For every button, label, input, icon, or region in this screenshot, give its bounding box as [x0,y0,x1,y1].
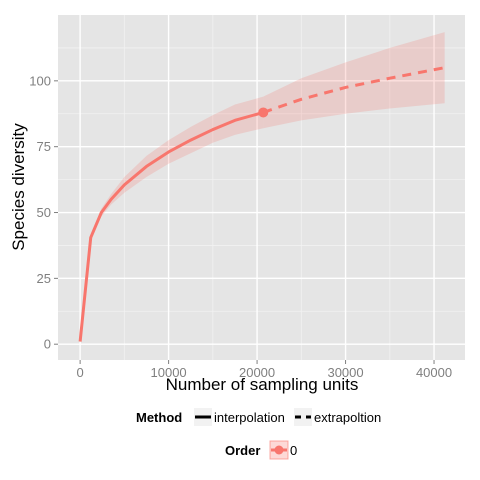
legend-method: Method interpolation extrapoltion [136,408,381,426]
y-tick-label: 50 [37,205,51,220]
observed-points [258,107,269,118]
x-tick-label: 10000 [151,365,187,380]
x-axis-ticks: 0 10000 20000 30000 40000 [77,360,452,380]
x-tick-label: 40000 [416,365,452,380]
series-lines [78,66,445,342]
legend-key-order-0-point [274,445,284,455]
y-tick-label: 0 [44,337,51,352]
legend-label-order-0: 0 [290,443,297,458]
y-tick-label: 100 [29,73,51,88]
x-tick-label: 20000 [239,365,275,380]
y-axis-ticks: 0 25 50 75 100 [29,73,58,352]
x-tick-label: 0 [77,365,84,380]
x-axis-title: Number of sampling units [166,375,359,394]
legend-label-interpolation: interpolation [214,410,285,425]
y-tick-label: 75 [37,139,51,154]
line-extrapoltion [262,66,445,114]
grid-minor [58,15,465,360]
ribbon-interpolation [80,96,264,342]
ribbon-extrapoltion [263,32,445,129]
legend-order: Order 0 [225,440,297,460]
y-tick-label: 25 [37,271,51,286]
line-interpolation [78,110,264,342]
legend-label-extrapoltion: extrapoltion [314,410,381,425]
confidence-ribbons [80,32,445,342]
y-axis-title: Species diversity [9,123,28,251]
legend-order-title: Order [225,443,260,458]
x-tick-label: 30000 [327,365,363,380]
observed-point [258,107,269,118]
plot-panel [58,15,465,360]
legend-key-extrapoltion [294,408,312,426]
grid-major [58,15,465,360]
legend-method-title: Method [136,410,182,425]
